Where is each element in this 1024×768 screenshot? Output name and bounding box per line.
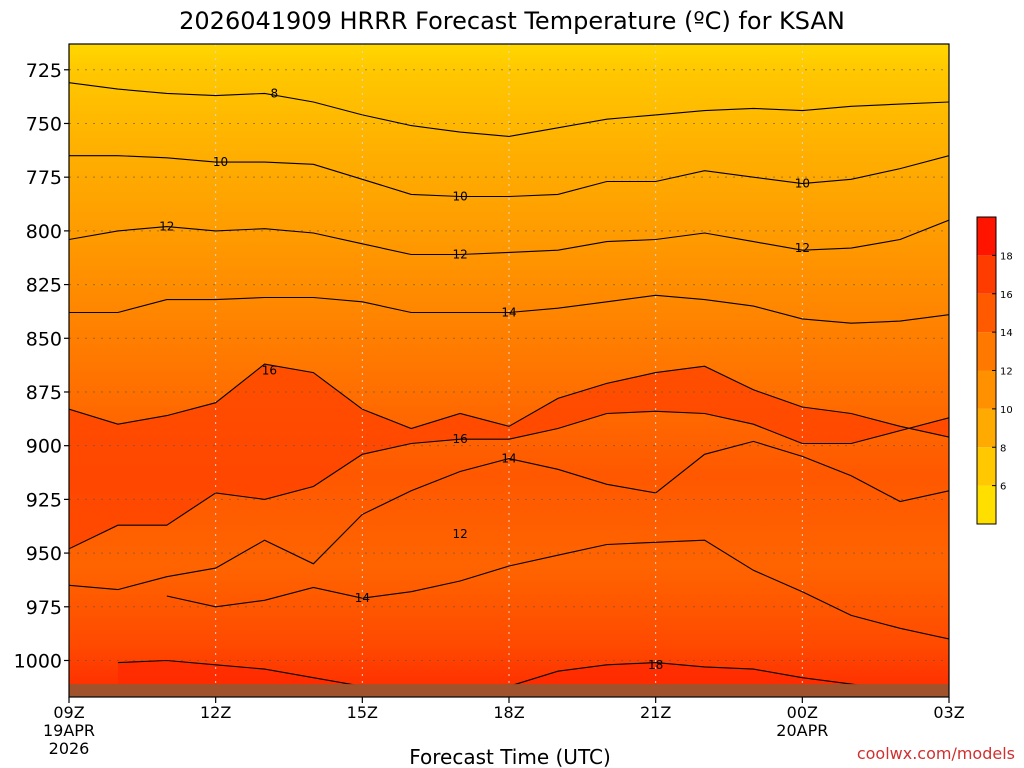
y-tick-label-825: 825 xyxy=(26,275,62,297)
colorbar-tick-label-14: 14 xyxy=(1000,328,1013,339)
colorbar-swatch-8 xyxy=(977,408,996,448)
x-tick-label-09Z: 09Z xyxy=(53,703,84,722)
contour-label-11: 12 xyxy=(452,527,467,541)
y-tick-label-800: 800 xyxy=(26,221,62,243)
contour-label-5: 12 xyxy=(452,248,467,262)
x-tick-year-09Z: 2026 xyxy=(49,739,90,758)
contour-14-6 xyxy=(69,440,949,591)
x-tick-label-15Z: 15Z xyxy=(347,703,378,722)
colorbar: 6 8 10 12 14 16 18 xyxy=(976,216,1013,525)
contour-label-4: 12 xyxy=(159,220,174,234)
x-tick-label-18Z: 18Z xyxy=(493,703,524,722)
y-tick-label-975: 975 xyxy=(26,597,62,619)
contour-14-3 xyxy=(69,294,949,324)
contour-16-5 xyxy=(69,410,949,550)
colorbar-swatch-18 xyxy=(977,217,996,256)
colorbar-tick-label-6: 6 xyxy=(1000,482,1006,493)
colorbar-tick-label-18: 18 xyxy=(1000,251,1013,262)
contour-16-4 xyxy=(69,363,949,438)
x-tick-date-00Z: 20APR xyxy=(776,721,828,740)
contour-14-7 xyxy=(166,539,949,640)
x-tick-date-09Z: 19APR xyxy=(43,721,95,740)
colorbar-swatch-16 xyxy=(977,255,996,294)
y-tick-label-775: 775 xyxy=(26,167,62,189)
y-tick-label-875: 875 xyxy=(26,382,62,404)
contour-label-1: 10 xyxy=(213,155,228,169)
y-tick-label-850: 850 xyxy=(26,328,62,350)
warm-band-16 xyxy=(69,364,949,549)
colorbar-swatch-10 xyxy=(977,370,996,409)
contour-12-2 xyxy=(69,219,949,256)
contour-label-9: 16 xyxy=(452,432,467,446)
contour-label-6: 12 xyxy=(795,241,810,255)
colorbar-swatch-14 xyxy=(977,293,996,333)
y-tick-label-750: 750 xyxy=(26,113,62,135)
colorbar-swatch-6 xyxy=(977,447,996,486)
x-axis-label: Forecast Time (UTC) xyxy=(409,745,611,768)
y-tick-label-950: 950 xyxy=(26,543,62,565)
colorbar-tick-label-16: 16 xyxy=(1000,290,1013,301)
temperature-field xyxy=(69,44,949,697)
contour-label-7: 14 xyxy=(501,306,516,320)
contour-8-0 xyxy=(69,82,949,137)
ground-terrain xyxy=(69,684,949,697)
colorbar-tick-label-10: 10 xyxy=(1000,405,1013,416)
contour-label-2: 10 xyxy=(452,190,467,204)
contour-label-8: 16 xyxy=(262,364,277,378)
contour-label-13: 18 xyxy=(648,658,663,672)
colorbar-tick-label-8: 8 xyxy=(1000,443,1006,454)
y-tick-label-725: 725 xyxy=(26,60,62,82)
y-tick-label-900: 900 xyxy=(26,436,62,458)
x-tick-label-00Z: 00Z xyxy=(787,703,818,722)
y-tick-label-925: 925 xyxy=(26,489,62,511)
contour-label-0: 8 xyxy=(271,86,279,100)
contour-label-12: 14 xyxy=(355,591,370,605)
contour-label-10: 14 xyxy=(501,452,516,466)
contour-label-3: 10 xyxy=(795,177,810,191)
colorbar-tick-label-12: 12 xyxy=(1000,367,1013,378)
contour-10-1 xyxy=(69,155,949,198)
contour-18-8 xyxy=(117,659,949,696)
grid-lines xyxy=(69,44,949,697)
y-axis-ticks: 725 750 775 800 825 850 875 900 925 950 975 1000 xyxy=(14,60,69,672)
source-credit: coolwx.com/models xyxy=(857,744,1015,763)
x-tick-label-12Z: 12Z xyxy=(200,703,231,722)
contour-labels: 8 10 10 10 12 12 12 14 16 16 14 12 14 18 xyxy=(159,86,810,671)
colorbar-swatch-12 xyxy=(977,332,996,371)
chart-title: 2026041909 HRRR Forecast Temperature (ºC… xyxy=(179,7,845,35)
y-tick-label-1000: 1000 xyxy=(14,650,62,672)
colorbar-swatch-4 xyxy=(977,485,996,524)
x-tick-label-21Z: 21Z xyxy=(640,703,671,722)
x-tick-label-03Z: 03Z xyxy=(933,703,964,722)
contour-lines xyxy=(69,82,949,696)
